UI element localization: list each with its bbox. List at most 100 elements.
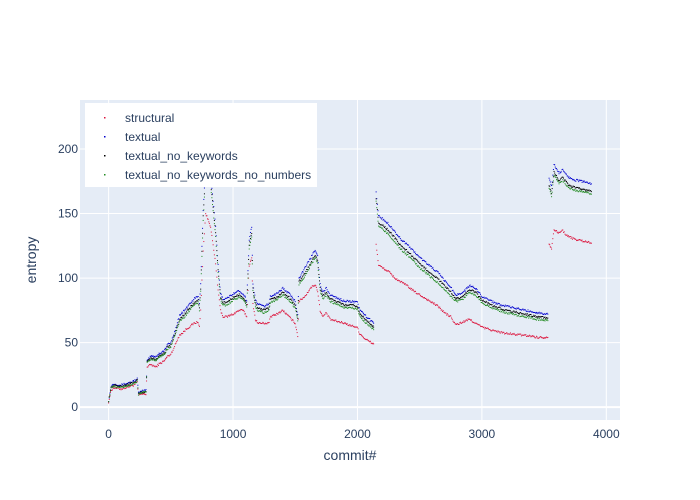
data-point [394, 278, 396, 280]
data-point [347, 304, 349, 306]
data-point [521, 334, 523, 336]
data-point [369, 318, 371, 320]
data-point [523, 309, 525, 311]
data-point [531, 311, 533, 313]
data-point [424, 266, 426, 268]
data-point [421, 296, 423, 298]
data-point [173, 337, 175, 339]
data-point [147, 360, 149, 362]
data-point [483, 326, 485, 328]
data-point [160, 356, 162, 358]
data-point [417, 265, 419, 267]
data-point [587, 191, 589, 193]
data-point [277, 313, 279, 315]
data-point [552, 168, 554, 170]
data-point [560, 230, 562, 232]
data-point [352, 324, 354, 326]
data-point [320, 286, 322, 288]
data-point [141, 390, 143, 392]
data-point [496, 303, 498, 305]
data-point [264, 311, 266, 313]
data-point [321, 314, 323, 316]
data-point [490, 299, 492, 301]
data-point [316, 258, 318, 260]
data-point [436, 277, 438, 279]
data-point [252, 283, 254, 285]
data-point [436, 281, 438, 283]
data-point [133, 380, 135, 382]
data-point [392, 229, 394, 231]
data-point [213, 212, 215, 214]
data-point [468, 290, 470, 292]
data-point [264, 323, 266, 325]
data-point [571, 179, 573, 181]
data-point [252, 289, 254, 291]
data-point [131, 384, 133, 386]
data-point [263, 323, 265, 325]
data-point [392, 235, 394, 237]
data-point [257, 310, 259, 312]
data-point [190, 304, 192, 306]
data-point [580, 179, 582, 181]
data-point [401, 250, 403, 252]
data-point [360, 311, 362, 313]
data-point [513, 310, 515, 312]
data-point [343, 304, 345, 306]
data-point [397, 234, 399, 236]
data-point [155, 355, 157, 357]
data-point [536, 316, 538, 318]
data-point [494, 308, 496, 310]
data-point [498, 303, 500, 305]
data-point [533, 311, 535, 313]
data-point [477, 323, 479, 325]
data-point [449, 286, 451, 288]
data-point [528, 335, 530, 337]
data-point [355, 305, 357, 307]
data-point [551, 185, 553, 187]
data-point [564, 179, 566, 181]
data-point [260, 303, 262, 305]
data-point [562, 229, 564, 231]
data-point [351, 307, 353, 309]
data-point [354, 306, 356, 308]
data-point [568, 236, 570, 238]
data-point [237, 295, 239, 297]
data-point [494, 330, 496, 332]
data-point [522, 315, 524, 317]
data-point [296, 314, 298, 316]
data-point [554, 230, 556, 232]
data-point [108, 402, 110, 404]
data-point [254, 294, 256, 296]
legend-item-textual_no_keywords_no_numbers[interactable]: textual_no_keywords_no_numbers [104, 168, 311, 182]
data-point [190, 305, 192, 307]
data-point [171, 342, 173, 344]
data-point [560, 172, 562, 174]
data-point [421, 268, 423, 270]
data-point [415, 254, 417, 256]
data-point [508, 312, 510, 314]
legend-item-structural[interactable]: structural [104, 111, 174, 125]
data-point [225, 315, 227, 317]
data-point [458, 293, 460, 295]
data-point [162, 350, 164, 352]
data-point [117, 385, 119, 387]
data-point [391, 227, 393, 229]
data-point [244, 313, 246, 315]
data-point [299, 277, 301, 279]
legend-item-textual[interactable]: textual [104, 130, 160, 144]
data-point [177, 337, 179, 339]
data-point [550, 246, 552, 248]
data-point [448, 289, 450, 291]
data-point [289, 301, 291, 303]
data-point [450, 290, 452, 292]
data-point [552, 174, 554, 176]
data-point [160, 355, 162, 357]
data-point [430, 272, 432, 274]
legend[interactable]: structural textual textual_no_keywordstext… [85, 103, 317, 187]
data-point [128, 382, 130, 384]
data-point [273, 313, 275, 315]
data-point [317, 260, 319, 262]
legend-item-textual_no_keywords[interactable]: textual_no_keywords [104, 149, 238, 163]
data-point [133, 381, 135, 383]
data-point [446, 283, 448, 285]
